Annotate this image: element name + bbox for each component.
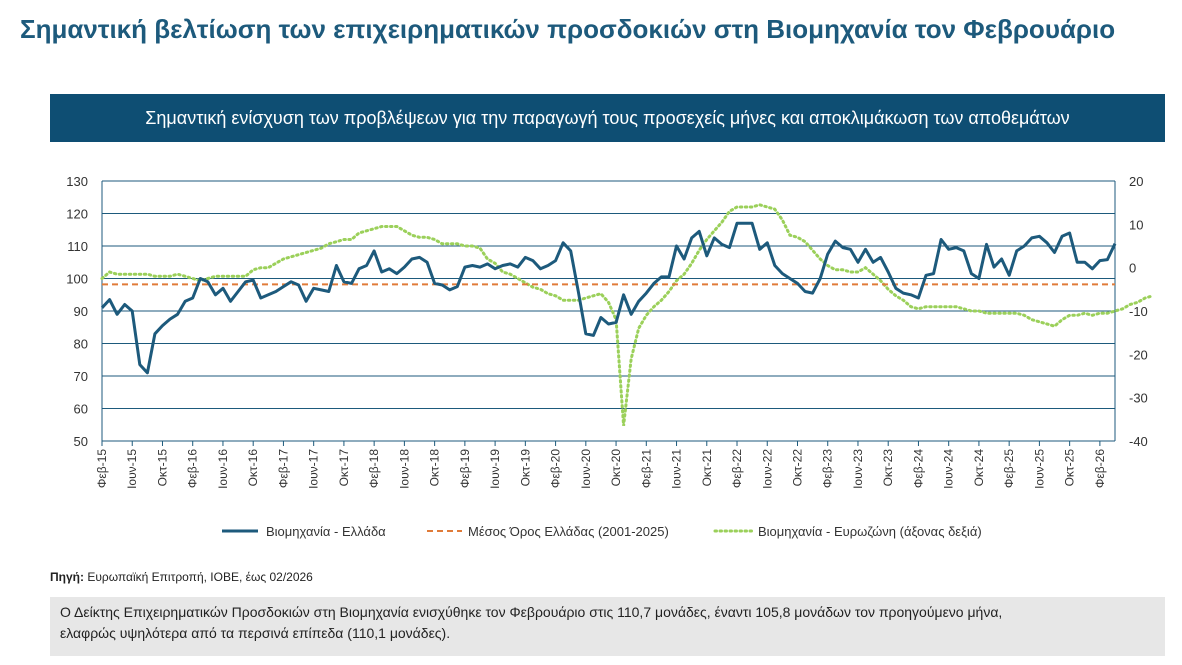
source-text: Ευρωπαϊκή Επιτροπή, ΙΟΒΕ, έως 02/2026 [84, 570, 313, 584]
x-tick-label: Οκτ-25 [1063, 449, 1077, 487]
x-tick-label: Ιουν-20 [579, 449, 593, 489]
page-title: Σημαντική βελτίωση των επιχειρηματικών π… [20, 14, 1116, 44]
x-tick-label: Φεβ-21 [639, 449, 653, 488]
chart-legend: Βιομηχανία - Ελλάδα Μέσος Όρος Ελλάδας (… [222, 524, 982, 539]
legend-eurozone-label: Βιομηχανία - Ευρωζώνη (άξονας δεξιά) [758, 524, 982, 539]
right-tick-label: -30 [1129, 391, 1148, 406]
source-label: Πηγή: [50, 570, 84, 584]
x-tick-label: Ιουν-15 [125, 449, 139, 489]
x-tick-label: Ιουν-24 [942, 449, 956, 489]
right-tick-label: -10 [1129, 304, 1148, 319]
x-tick-label: Φεβ-26 [1093, 449, 1107, 488]
x-axis-ticks: Φεβ-15 Ιουν-15 Οκτ-15 Φεβ-16 Ιουν-16 Οκτ-16 Φε… [95, 441, 1107, 489]
x-tick-label: Ιουν-23 [851, 449, 865, 489]
right-tick-label: 20 [1129, 174, 1143, 189]
eurozone-series-line [100, 203, 1155, 426]
x-tick-label: Φεβ-15 [95, 449, 109, 488]
x-tick-label: Ιουν-18 [397, 449, 411, 489]
left-tick-label: 70 [74, 369, 88, 384]
x-tick-label: Φεβ-16 [186, 449, 200, 488]
right-axis-ticks: 20 10 0 -10 -20 -30 -40 [1129, 174, 1148, 449]
x-tick-label: Οκτ-18 [428, 449, 442, 487]
left-tick-label: 90 [74, 304, 88, 319]
right-tick-label: 0 [1129, 261, 1136, 276]
summary-box: Ο Δείκτης Επιχειρηματικών Προσδοκιών στη… [50, 597, 1165, 656]
left-tick-label: 80 [74, 337, 88, 352]
legend-average-label: Μέσος Όρος Ελλάδας (2001-2025) [468, 524, 669, 539]
grid-lines [101, 180, 1116, 442]
greece-series-line [100, 221, 1117, 375]
left-tick-label: 130 [66, 174, 88, 189]
summary-line-2: ελαφρώς υψηλότερα από τα περσινά επίπεδα… [60, 625, 451, 641]
source-note: Πηγή: Ευρωπαϊκή Επιτροπή, ΙΟΒΕ, έως 02/2… [50, 570, 313, 584]
x-tick-label: Οκτ-15 [155, 449, 169, 487]
left-tick-label: 60 [74, 402, 88, 417]
x-tick-label: Φεβ-23 [821, 449, 835, 488]
x-tick-label: Οκτ-17 [337, 449, 351, 487]
x-tick-label: Οκτ-22 [790, 449, 804, 487]
right-tick-label: -20 [1129, 347, 1148, 362]
x-tick-label: Φεβ-25 [1002, 449, 1016, 488]
x-tick-label: Οκτ-20 [609, 449, 623, 487]
x-tick-label: Οκτ-21 [700, 449, 714, 487]
x-tick-label: Οκτ-24 [972, 449, 986, 487]
left-tick-label: 110 [67, 239, 88, 254]
x-tick-label: Φεβ-17 [276, 449, 290, 488]
x-tick-label: Ιουν-21 [670, 449, 684, 489]
left-tick-label: 100 [66, 272, 88, 287]
right-tick-label: -40 [1129, 434, 1148, 449]
x-tick-label: Οκτ-23 [881, 449, 895, 487]
x-tick-label: Ιουν-17 [307, 449, 321, 489]
left-axis-ticks: 130 120 110 100 90 80 70 60 50 [66, 174, 88, 449]
x-tick-label: Ιουν-25 [1032, 449, 1046, 489]
x-tick-label: Φεβ-18 [367, 449, 381, 488]
x-tick-label: Οκτ-19 [518, 449, 532, 487]
x-tick-label: Ιουν-16 [216, 449, 230, 489]
x-tick-label: Φεβ-19 [458, 449, 472, 488]
chart-subtitle: Σημαντική ενίσχυση των προβλέψεων για τη… [145, 107, 1070, 128]
x-tick-label: Φεβ-24 [911, 449, 925, 488]
x-tick-label: Φεβ-20 [549, 449, 563, 488]
x-tick-label: Φεβ-22 [730, 449, 744, 488]
x-tick-label: Ιουν-19 [488, 449, 502, 489]
chart-banner: Σημαντική ενίσχυση των προβλέψεων για τη… [50, 94, 1165, 142]
series-layer [100, 203, 1155, 426]
x-tick-label: Οκτ-16 [246, 449, 260, 487]
x-tick-label: Ιουν-22 [760, 449, 774, 489]
legend-greece-label: Βιομηχανία - Ελλάδα [266, 524, 386, 539]
left-tick-label: 120 [66, 207, 88, 222]
right-tick-label: 10 [1129, 217, 1143, 232]
summary-line-1: Ο Δείκτης Επιχειρηματικών Προσδοκιών στη… [60, 604, 1003, 620]
left-tick-label: 50 [74, 434, 88, 449]
